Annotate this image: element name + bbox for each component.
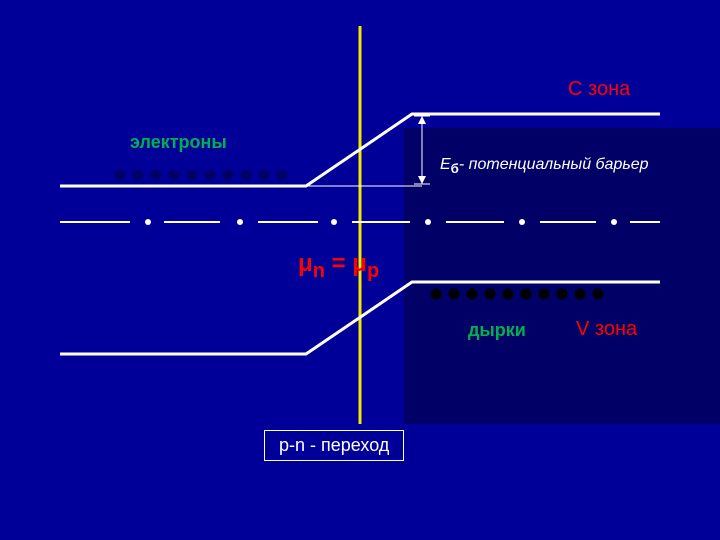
barrier-rest: - потенциальный барьер — [459, 156, 649, 173]
label-v-zone: V зона — [576, 318, 637, 341]
label-mu-equation: μn = μp — [298, 250, 379, 283]
label-holes: дырки — [468, 320, 526, 341]
label-pn-box: p-n - переход — [264, 430, 404, 461]
label-barrier: Eб- потенциальный барьер — [440, 156, 649, 176]
label-c-zone: C зона — [568, 78, 630, 101]
barrier-E: E — [440, 156, 451, 173]
diagram-stage: электроны дырки C зона V зона Eб- потенц… — [0, 0, 720, 540]
barrier-sub: б — [451, 161, 459, 176]
label-electrons: электроны — [130, 132, 227, 153]
